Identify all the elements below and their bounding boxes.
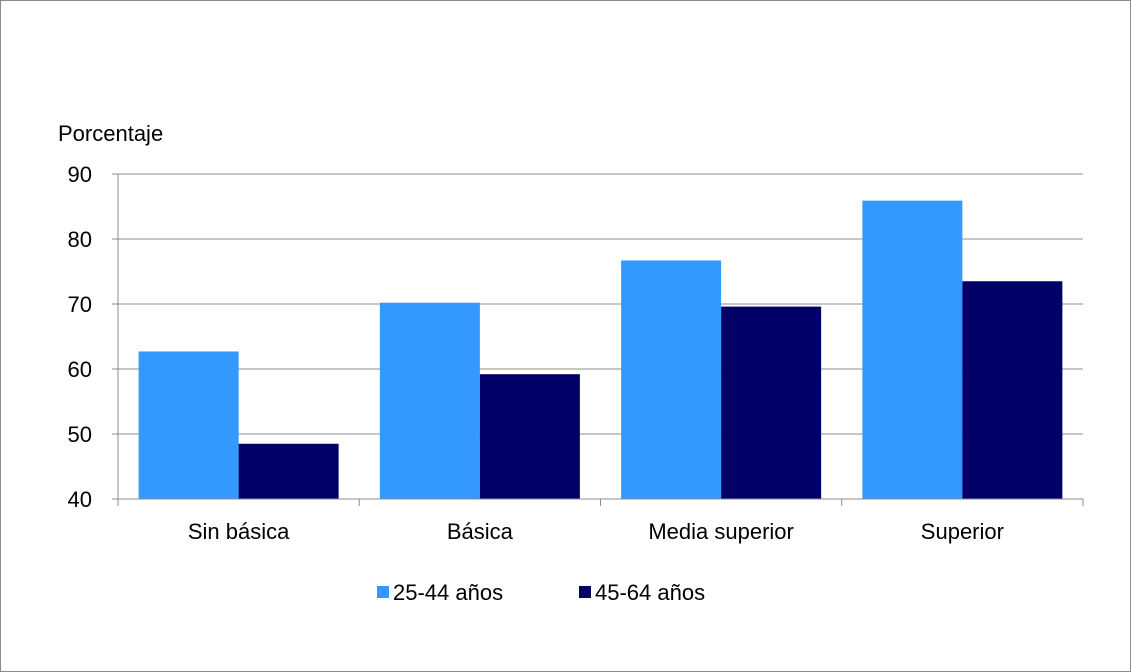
x-tick-label: Superior [921,519,1004,544]
bar [721,306,822,499]
axes: 40 50 60 70 80 90 Sin básica Básica Media superi… [68,162,1084,544]
y-tick-label: 70 [68,292,92,317]
bar [862,200,963,499]
legend-swatch [377,586,389,598]
bar [479,374,580,499]
y-tick-label: 90 [68,162,92,187]
bars [138,200,1063,499]
bar [138,351,239,499]
bar [621,260,722,499]
y-tick-label: 40 [68,487,92,512]
bar [962,281,1063,499]
legend-label: 25-44 años [393,580,503,605]
x-tick-label: Media superior [648,519,794,544]
bar [238,443,339,499]
x-tick-label: Sin básica [188,519,290,544]
legend: 25-44 años 45-64 años [377,580,705,605]
y-tick-label: 60 [68,357,92,382]
x-tick-label: Básica [447,519,514,544]
bar [379,302,480,499]
y-tick-label: 80 [68,227,92,252]
y-axis-label: Porcentaje [58,121,163,146]
legend-swatch [579,586,591,598]
legend-label: 45-64 años [595,580,705,605]
y-tick-label: 50 [68,422,92,447]
